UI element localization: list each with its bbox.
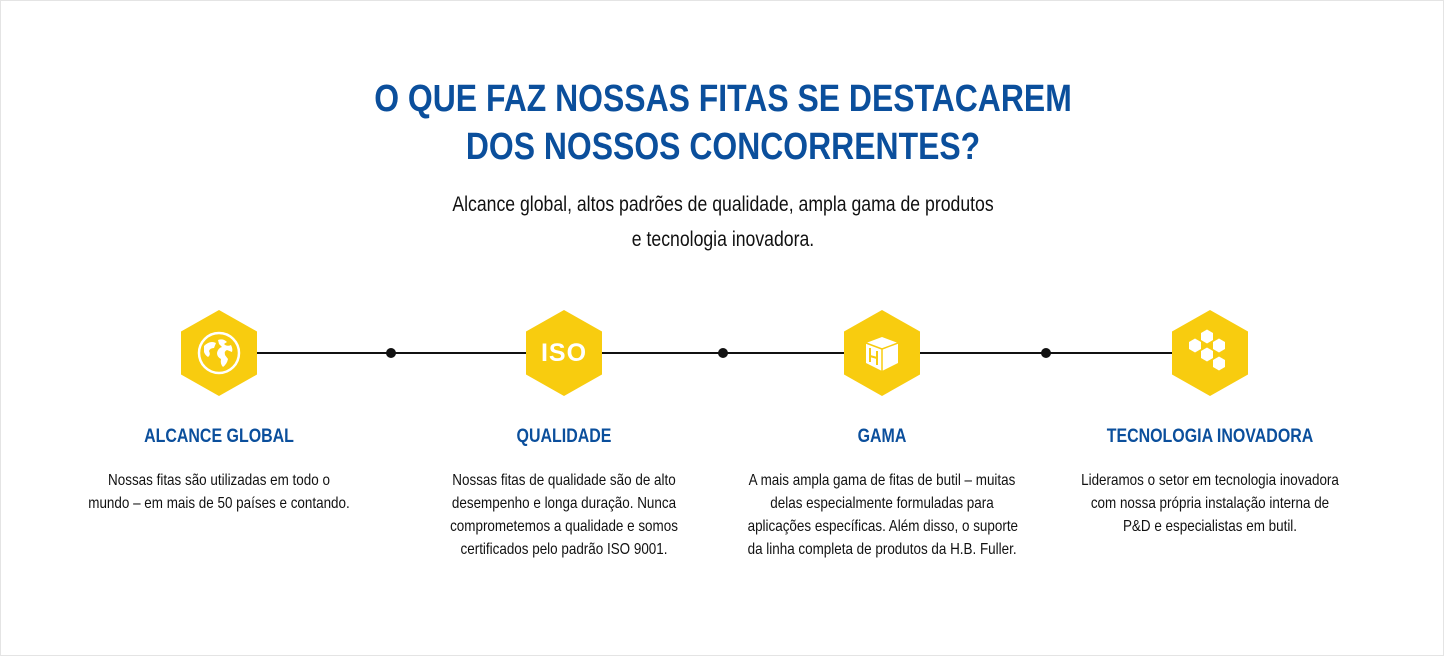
- feature-tecnologia-inovadora: TECNOLOGIA INOVADORA Lideramos o setor e…: [1050, 425, 1370, 538]
- page-subtitle: Alcance global, altos padrões de qualida…: [1, 187, 1444, 257]
- title-line: O QUE FAZ NOSSAS FITAS SE DESTACAREM: [374, 78, 1072, 120]
- feature-title: TECNOLOGIA INOVADORA: [1106, 426, 1314, 447]
- feature-description: A mais ampla gama de fitas de butil – mu…: [747, 472, 1019, 558]
- feature-title: QUALIDADE: [516, 426, 612, 447]
- feature-gama: GAMA A mais ampla gama de fitas de butil…: [722, 425, 1042, 561]
- honeycomb-hexagon: [1172, 310, 1248, 396]
- timeline-dot: [718, 348, 728, 358]
- feature-description: Nossas fitas de qualidade são de alto de…: [450, 472, 678, 558]
- feature-qualidade: QUALIDADE Nossas fitas de qualidade são …: [404, 425, 724, 561]
- timeline-line: [256, 352, 1173, 354]
- box-hexagon: [844, 310, 920, 396]
- timeline-dot: [386, 348, 396, 358]
- feature-alcance-global: ALCANCE GLOBAL Nossas fitas são utilizad…: [59, 425, 379, 515]
- box-icon: [865, 337, 899, 371]
- globe-icon: [197, 331, 241, 375]
- page-title: O QUE FAZ NOSSAS FITAS SE DESTACAREM DOS…: [1, 75, 1444, 171]
- subtitle-line: e tecnologia inovadora.: [631, 228, 815, 251]
- iso-icon: ISO: [540, 338, 588, 367]
- globe-hexagon: [181, 310, 257, 396]
- feature-description: Nossas fitas são utilizadas em todo o mu…: [88, 472, 350, 512]
- subtitle-line: Alcance global, altos padrões de qualida…: [452, 193, 994, 216]
- feature-title: GAMA: [857, 426, 907, 447]
- title-line: DOS NOSSOS CONCORRENTES?: [465, 126, 981, 168]
- iso-hexagon: ISO: [526, 310, 602, 396]
- timeline-dot: [1041, 348, 1051, 358]
- feature-title: ALCANCE GLOBAL: [144, 426, 294, 447]
- feature-description: Lideramos o setor em tecnologia inovador…: [1081, 472, 1339, 535]
- honeycomb-icon: [1189, 329, 1225, 371]
